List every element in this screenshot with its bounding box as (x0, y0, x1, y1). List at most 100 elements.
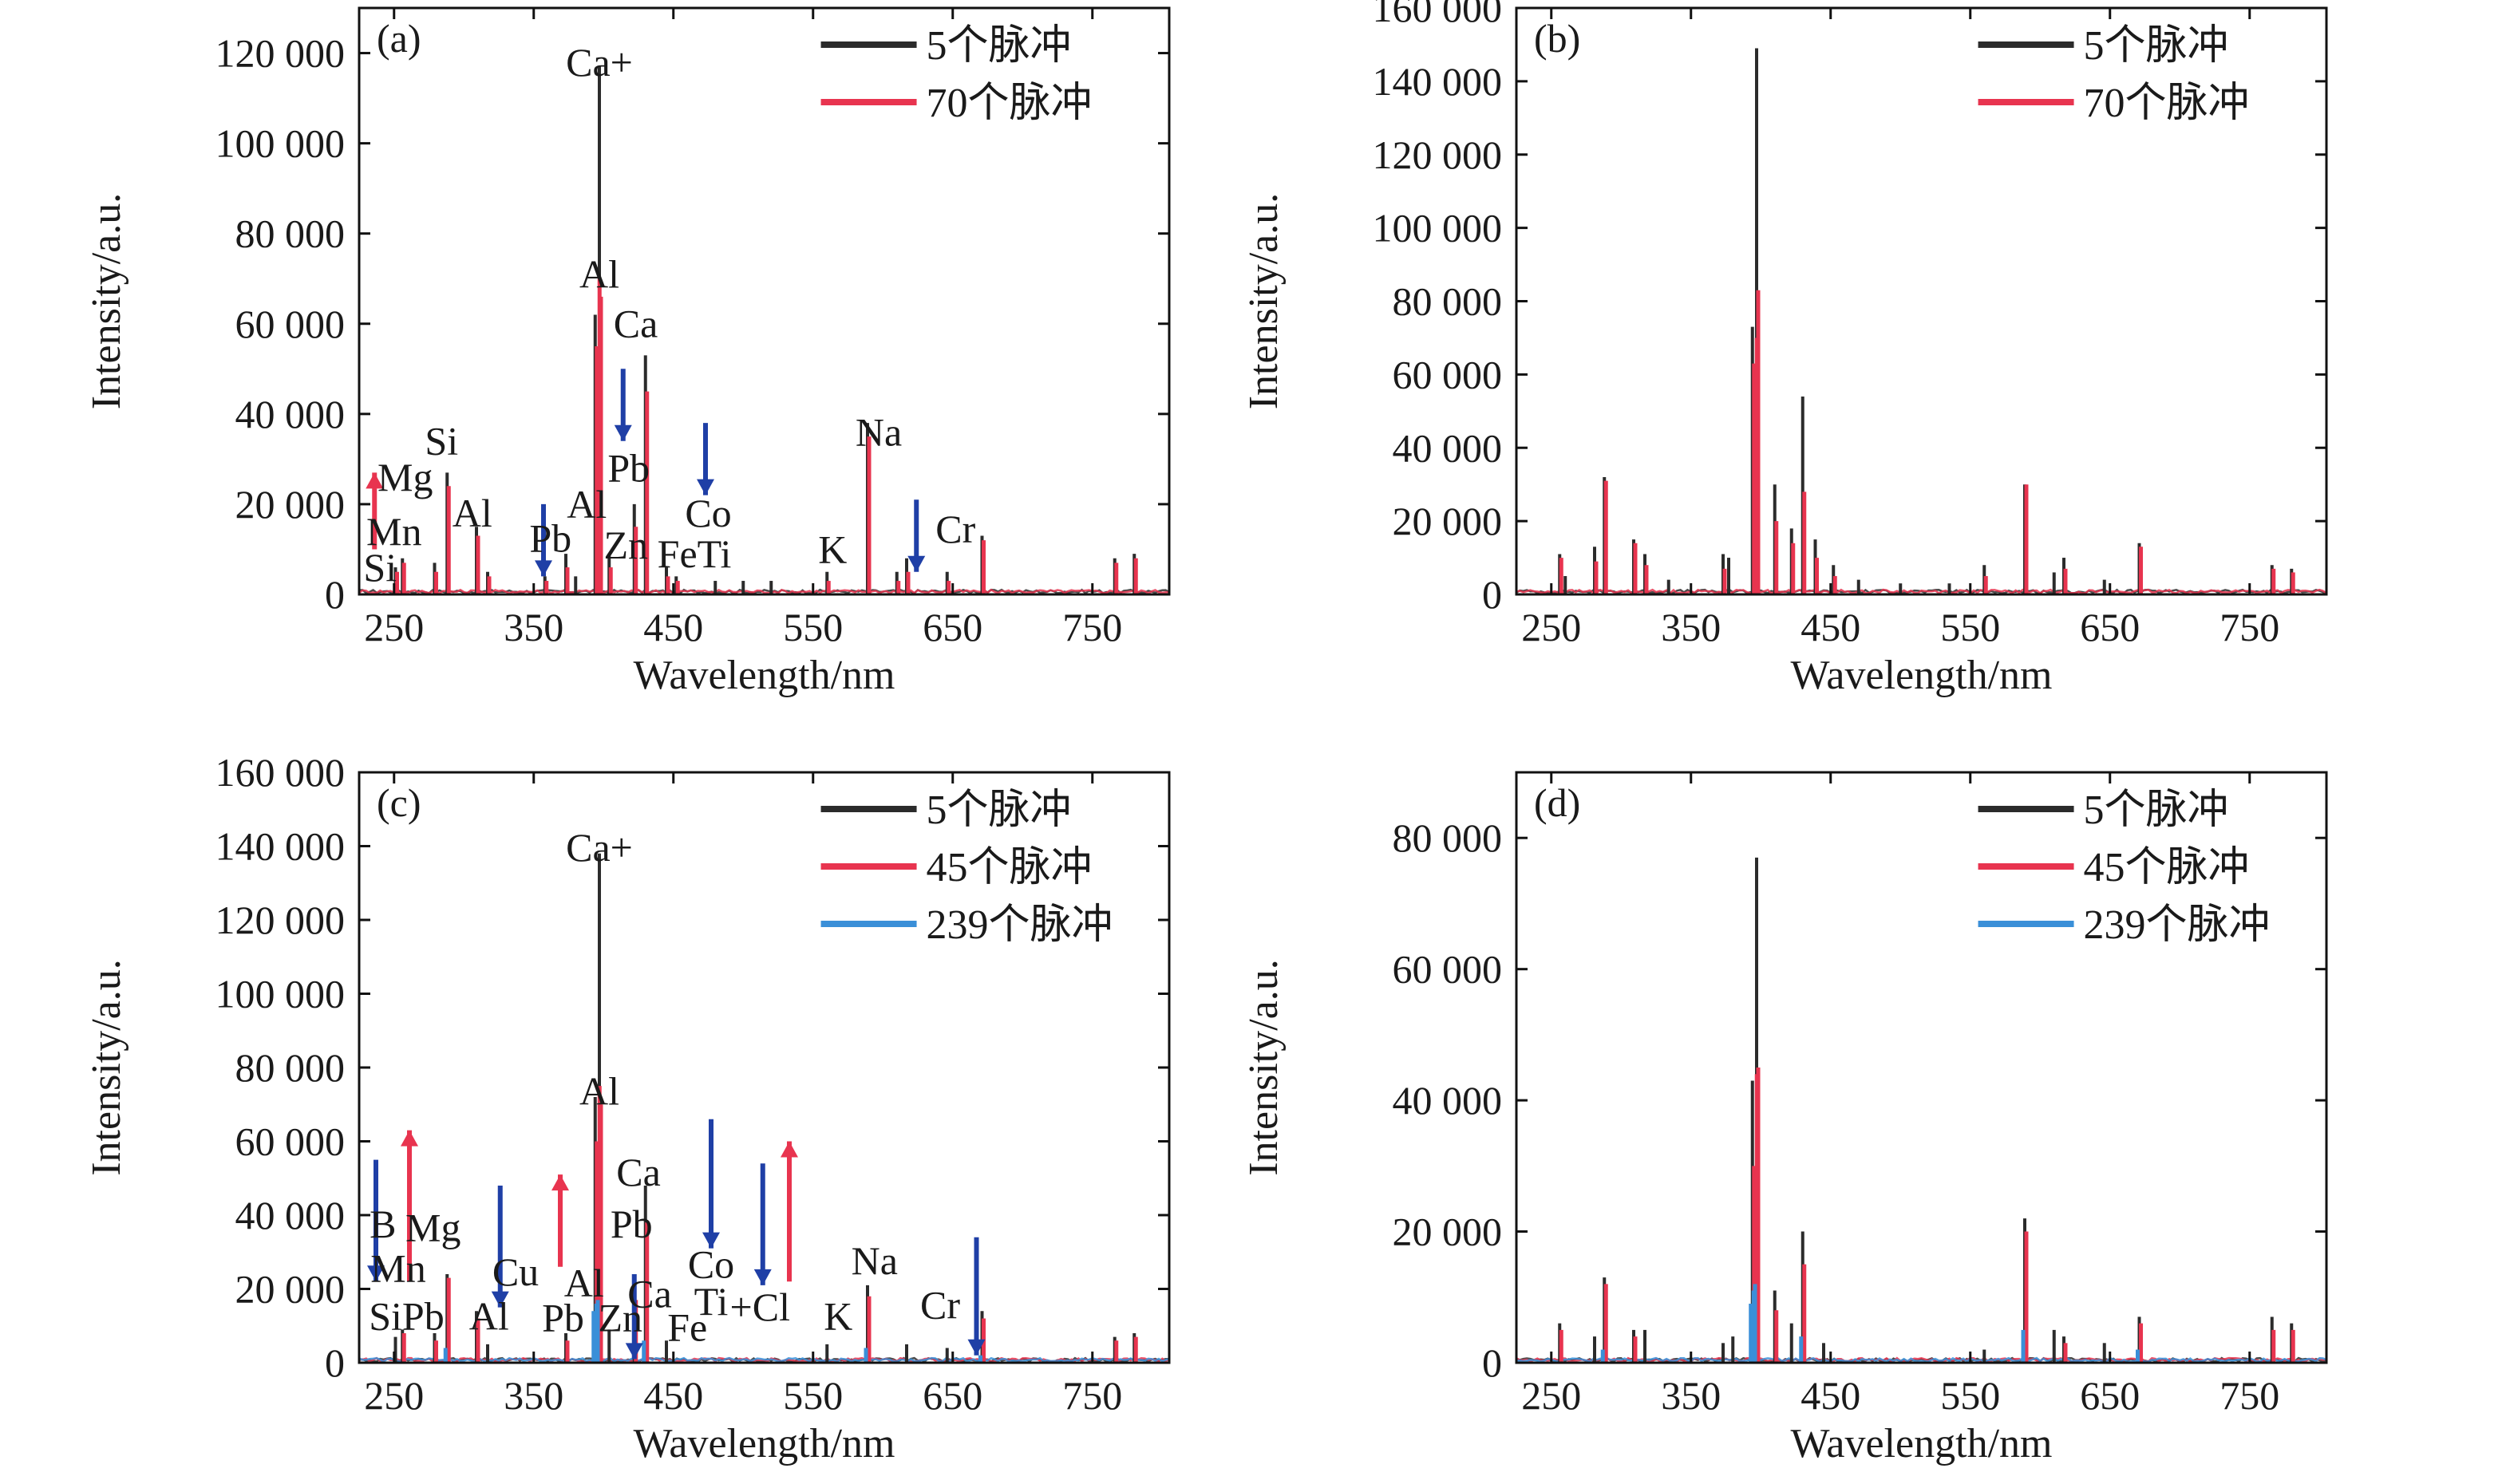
y-tick-label: 0 (325, 572, 345, 617)
chart-panel-c: 250 350 450 550 650 750 0 20 000 40 000 60 000 80 … (84, 750, 1171, 1466)
legend-label-1: 70个脉冲 (2084, 81, 2250, 126)
x-tick-label: 250 (364, 1373, 424, 1418)
legend-label-0: 5个脉冲 (927, 787, 1072, 833)
peak-label-pb: Pb (607, 446, 650, 491)
x-tick-label: 250 (364, 605, 424, 649)
y-tick-label: 140 000 (215, 824, 346, 869)
series-baseline-239 (1515, 1356, 2327, 1364)
y-tick-label: 80 000 (235, 211, 346, 256)
legend-label-0: 5个脉冲 (2084, 23, 2229, 69)
peak-label-pb: Pb (529, 515, 571, 560)
y-tick-label: 120 000 (215, 898, 346, 942)
peak-label-co: Co (685, 491, 731, 535)
panel-tag: (d) (1534, 780, 1580, 825)
chart-panel-a: 250 350 450 550 650 750 0 20 000 40 000 60 000 80 … (84, 6, 1171, 698)
peak-label-cu: Cu (492, 1249, 539, 1294)
y-tick-label: 160 000 (1373, 0, 1503, 30)
peak-label-ti: Ti (694, 1279, 729, 1324)
x-tick-label: 650 (923, 1373, 982, 1418)
panel-tag: (b) (1534, 16, 1580, 61)
peak-label-pb: Pb (542, 1296, 584, 1340)
y-tick-label: 0 (325, 1340, 345, 1385)
arrow-down-icon (697, 479, 714, 495)
panel-tag: (c) (377, 780, 421, 825)
x-axis-title: Wavelength/nm (634, 653, 895, 698)
legend-label-2: 239个脉冲 (2084, 902, 2271, 948)
peak-label-mn: Mn (366, 509, 421, 554)
x-tick-label: 650 (2080, 605, 2140, 649)
y-tick-label: 0 (1482, 572, 1502, 617)
x-tick-label: 450 (643, 605, 703, 649)
peak-label-zn: Zn (598, 1296, 642, 1340)
arrow-up-icon (551, 1174, 569, 1191)
x-tick-label: 750 (2220, 1373, 2279, 1418)
chart-panel-b: 250 350 450 550 650 750 0 20 000 40 000 60 000 80 … (1241, 0, 2328, 698)
peak-label-al: Al (564, 1261, 604, 1305)
peak-label-mn: Mn (370, 1245, 425, 1290)
y-tick-label: 60 000 (235, 302, 346, 346)
plot-frame (1515, 771, 2328, 1364)
y-tick-label: 20 000 (235, 1267, 346, 1312)
peak-label-zn: Zn (603, 523, 648, 567)
arrow-down-icon (753, 1269, 772, 1285)
peak-label-co: Co (688, 1242, 734, 1287)
legend-label-1: 45个脉冲 (927, 845, 1093, 890)
y-tick-label: 20 000 (1393, 499, 1503, 543)
series-baseline-45 (1515, 1356, 2327, 1364)
x-tick-label: 650 (2080, 1373, 2140, 1418)
y-tick-label: 80 000 (235, 1045, 346, 1090)
y-axis-title: Intensity/a.u. (84, 193, 129, 410)
y-tick-label: 80 000 (1393, 815, 1503, 860)
y-axis-title: Intensity/a.u. (1241, 193, 1287, 410)
peak-label-pb: Pb (611, 1202, 653, 1246)
y-axis-title: Intensity/a.u. (84, 959, 129, 1176)
peak-label-ca: Ca+ (566, 825, 633, 870)
series-baseline-70 (358, 588, 1170, 594)
y-tick-label: 20 000 (1393, 1210, 1503, 1254)
peak-label-k: K (818, 527, 847, 571)
peak-label-cr: Cr (935, 507, 975, 551)
peak-label-fe: Fe (667, 1304, 707, 1349)
x-tick-label: 350 (504, 605, 563, 649)
x-tick-label: 350 (1661, 1373, 1721, 1418)
y-axis-title: Intensity/a.u. (1241, 959, 1287, 1176)
arrow-down-icon (535, 560, 552, 577)
y-tick-label: 20 000 (235, 482, 346, 527)
x-tick-label: 250 (1521, 1373, 1581, 1418)
peak-label-al: Al (567, 482, 607, 527)
arrow-down-icon (614, 424, 632, 441)
x-tick-label: 350 (1661, 605, 1721, 649)
x-axis-title: Wavelength/nm (1791, 1421, 2053, 1466)
y-tick-label: 100 000 (215, 121, 346, 166)
chart-panel-d: 250 350 450 550 650 750 0 20 000 40 000 60 000 80 … (1241, 771, 2328, 1466)
y-tick-label: 100 000 (1373, 206, 1503, 251)
x-tick-label: 450 (1801, 1373, 1860, 1418)
peak-label-al: Al (453, 491, 492, 535)
arrow-down-icon (907, 555, 926, 572)
x-tick-label: 250 (1521, 605, 1581, 649)
legend-label-1: 45个脉冲 (2084, 845, 2250, 890)
y-tick-label: 40 000 (1393, 425, 1503, 470)
y-tick-label: 60 000 (235, 1119, 346, 1164)
peak-label-mg: Mg (405, 1205, 461, 1249)
peak-label-sipb: SiPb (369, 1293, 445, 1338)
arrow-down-icon (967, 1339, 986, 1356)
peak-label-cr: Cr (920, 1283, 960, 1328)
y-tick-label: 0 (1482, 1340, 1502, 1385)
y-tick-label: 40 000 (235, 1193, 346, 1237)
arrow-up-icon (366, 472, 384, 489)
y-tick-label: 160 000 (215, 750, 346, 795)
peak-label-b: B (370, 1202, 396, 1246)
peak-label-ca: Ca (627, 1272, 672, 1316)
y-tick-label: 100 000 (215, 972, 346, 1016)
peak-label-k: K (824, 1293, 852, 1338)
peak-label-si: Si (425, 419, 458, 464)
peak-label-al: Al (579, 1068, 619, 1113)
x-tick-label: 550 (783, 605, 843, 649)
series-baseline-239 (358, 1356, 1170, 1364)
x-axis-title: Wavelength/nm (634, 1421, 895, 1466)
x-tick-label: 450 (643, 1373, 703, 1418)
legend-label-0: 5个脉冲 (2084, 787, 2229, 833)
x-tick-label: 650 (923, 605, 982, 649)
